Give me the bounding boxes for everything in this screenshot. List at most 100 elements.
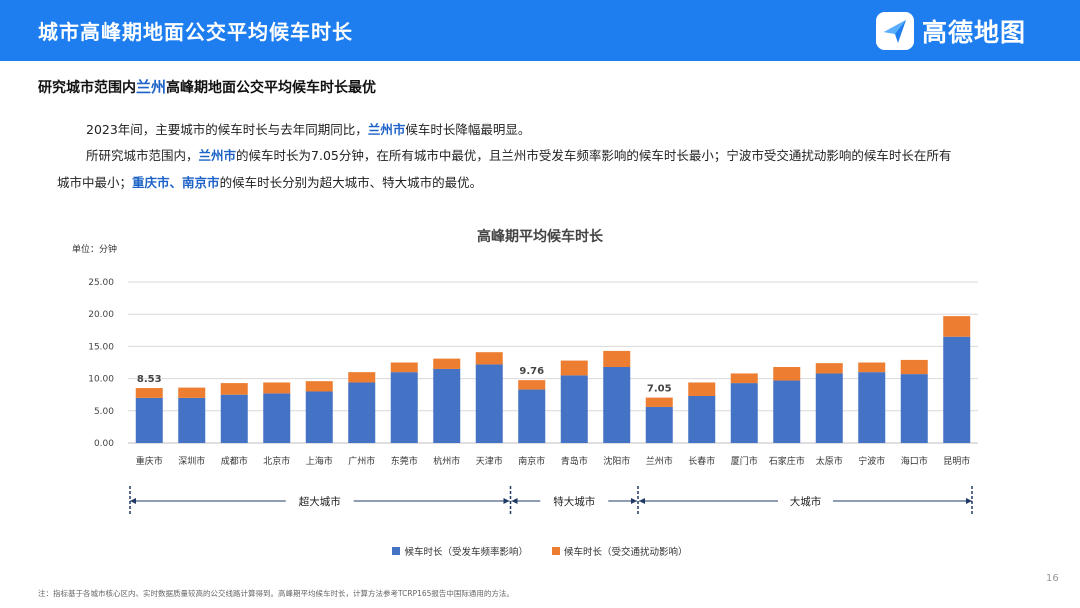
p3-highlight-2: 南京市 (182, 175, 220, 190)
x-tick-label: 石家庄市 (769, 455, 805, 467)
x-tick-label: 昆明市 (943, 455, 970, 467)
bar-segment (178, 387, 206, 398)
bar-segment (900, 374, 928, 443)
group-arrow-left (639, 498, 645, 504)
bar-segment (815, 373, 843, 443)
amap-logo: 高德地图 (876, 12, 1026, 50)
x-tick-label: 青岛市 (561, 455, 588, 467)
section-subtitle: 研究城市范围内兰州高峰期地面公交平均候车时长最优 (38, 76, 376, 97)
legend-item-frequency: 候车时长（受发车频率影响） (392, 544, 528, 558)
subtitle-suffix: 高峰期地面公交平均候车时长最优 (166, 80, 377, 96)
legend-label-frequency: 候车时长（受发车频率影响） (404, 547, 528, 558)
subtitle-prefix: 研究城市范围内 (38, 80, 136, 96)
bar-segment (560, 375, 588, 443)
bar-segment (900, 359, 928, 375)
paragraph-2: 所研究城市范围内，兰州市的候车时长为7.05分钟，在所有城市中最优，且兰州市受发… (86, 146, 1036, 166)
amap-logo-icon (876, 12, 914, 50)
p1-text-a: 2023年间，主要城市的候车时长与去年同期同比， (86, 122, 368, 137)
bar-segment (305, 391, 333, 443)
bar-segment (943, 316, 971, 337)
x-tick-label: 重庆市 (136, 455, 163, 467)
bar-segment (773, 380, 801, 443)
group-label: 超大城市 (299, 495, 341, 508)
bar-segment (730, 373, 758, 384)
x-tick-label: 长春市 (688, 455, 715, 467)
paragraph-1: 2023年间，主要城市的候车时长与去年同期同比，兰州市候车时长降幅最明显。 (86, 120, 530, 140)
p3-separator: 、 (169, 175, 183, 190)
x-tick-label: 上海市 (306, 455, 333, 467)
x-tick-label: 海口市 (901, 455, 928, 467)
bar-segment (688, 395, 716, 443)
y-tick-label: 10.00 (88, 375, 114, 385)
bar-segment (858, 372, 886, 443)
x-tick-label: 天津市 (476, 455, 503, 467)
bar-segment (263, 382, 291, 394)
bar-segment (433, 358, 461, 369)
page-title: 城市高峰期地面公交平均候车时长 (38, 20, 353, 44)
data-label: 8.53 (137, 374, 162, 385)
bar-segment (560, 360, 588, 376)
p3-text-a: 城市中最小； (57, 175, 133, 190)
header-bar: 城市高峰期地面公交平均候车时长 高德地图 (0, 0, 1080, 61)
y-axis-unit-label: 单位：分钟 (72, 245, 118, 255)
bar-segment (645, 397, 673, 407)
group-label: 大城市 (790, 495, 822, 508)
bar-segment (603, 350, 631, 368)
y-tick-label: 0.00 (94, 439, 114, 449)
logo-text: 高德地图 (922, 18, 1027, 47)
group-arrow-right (966, 498, 972, 504)
p3-text-b: 的候车时长分别为超大城市、特大城市的最优。 (219, 175, 483, 190)
bar-segment (603, 367, 631, 443)
x-tick-label: 杭州市 (433, 455, 460, 467)
bar-segment (220, 383, 248, 395)
bar-segment (348, 382, 376, 443)
data-label: 7.05 (647, 384, 672, 395)
paragraph-3: 城市中最小；重庆市、南京市的候车时长分别为超大城市、特大城市的最优。 (57, 173, 482, 193)
x-tick-label: 广州市 (348, 455, 375, 467)
legend-swatch-frequency (392, 547, 401, 555)
x-tick-label: 沈阳市 (603, 455, 630, 467)
x-tick-label: 深圳市 (178, 455, 205, 467)
bar-segment (390, 362, 418, 373)
bar-segment (263, 393, 291, 443)
group-arrow-left (130, 498, 136, 504)
subtitle-highlight: 兰州 (136, 78, 167, 96)
bar-segment (475, 364, 503, 443)
p2-text-a: 所研究城市范围内， (86, 148, 199, 163)
x-tick-label: 厦门市 (731, 455, 758, 467)
x-tick-label: 南京市 (518, 455, 545, 467)
bar-segment (645, 406, 673, 443)
x-tick-label: 太原市 (816, 455, 843, 467)
bar-segment (815, 363, 843, 374)
chart-legend: 候车时长（受发车频率影响） 候车时长（受交通扰动影响） (0, 544, 1080, 558)
legend-item-disturbance: 候车时长（受交通扰动影响） (552, 544, 688, 558)
p2-text-b: 的候车时长为7.05分钟，在所有城市中最优，且兰州市受发车频率影响的候车时长最小… (236, 148, 952, 163)
y-tick-label: 20.00 (88, 310, 114, 320)
bar-segment (773, 367, 801, 381)
x-tick-label: 兰州市 (646, 455, 673, 467)
bar-segment (305, 381, 333, 392)
x-tick-label: 北京市 (263, 455, 290, 467)
y-tick-label: 5.00 (94, 407, 114, 417)
bar-segment (135, 397, 163, 443)
bar-segment (390, 372, 418, 443)
legend-swatch-disturbance (552, 547, 560, 555)
data-label: 9.76 (519, 366, 544, 377)
group-arrow-left (511, 498, 518, 504)
p2-highlight: 兰州市 (198, 148, 237, 163)
x-tick-label: 成都市 (221, 455, 248, 467)
bar-segment (433, 368, 461, 443)
bar-segment (943, 336, 971, 443)
bar-segment (475, 352, 503, 365)
bar-segment (688, 382, 716, 396)
y-tick-label: 25.00 (88, 278, 114, 288)
group-arrow-right (503, 498, 510, 504)
bar-segment (348, 372, 376, 383)
bar-segment (730, 383, 758, 443)
x-tick-label: 宁波市 (858, 455, 885, 467)
footnote: 注：指标基于各城市核心区内、实时数据质量较高的公交线路计算得到。高峰期平均候车时… (38, 589, 514, 598)
p1-highlight: 兰州市 (367, 122, 406, 137)
p3-highlight-1: 重庆市 (132, 175, 170, 190)
bar-segment (518, 389, 546, 443)
